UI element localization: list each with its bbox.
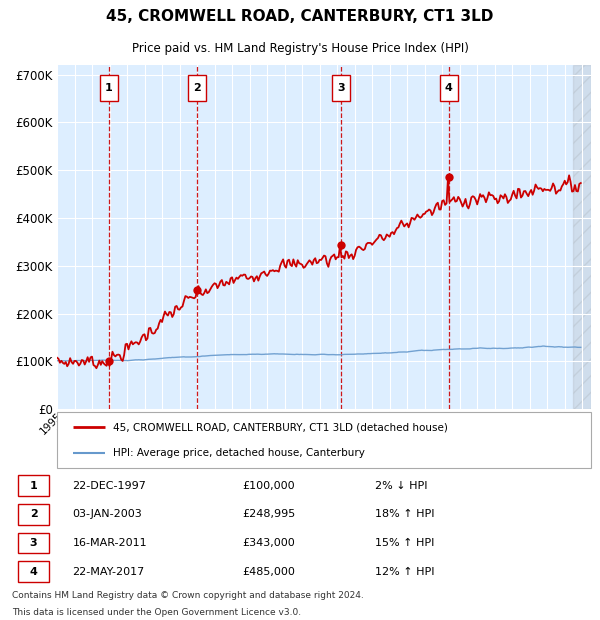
FancyBboxPatch shape [18,533,49,553]
Text: 45, CROMWELL ROAD, CANTERBURY, CT1 3LD (detached house): 45, CROMWELL ROAD, CANTERBURY, CT1 3LD (… [113,422,448,432]
Text: 15% ↑ HPI: 15% ↑ HPI [375,538,434,548]
Text: This data is licensed under the Open Government Licence v3.0.: This data is licensed under the Open Gov… [12,608,301,617]
Bar [574,65,591,409]
Text: 03-JAN-2003: 03-JAN-2003 [73,509,142,519]
FancyBboxPatch shape [57,412,591,468]
Text: 4: 4 [445,83,453,93]
FancyBboxPatch shape [332,74,350,101]
Text: 3: 3 [337,83,344,93]
Text: 2% ↓ HPI: 2% ↓ HPI [375,480,427,490]
Text: HPI: Average price, detached house, Canterbury: HPI: Average price, detached house, Cant… [113,448,365,458]
FancyBboxPatch shape [440,74,458,101]
Text: £100,000: £100,000 [242,480,295,490]
Text: 45, CROMWELL ROAD, CANTERBURY, CT1 3LD: 45, CROMWELL ROAD, CANTERBURY, CT1 3LD [106,9,494,24]
Text: £485,000: £485,000 [242,567,295,577]
FancyBboxPatch shape [188,74,206,101]
Text: 3: 3 [30,538,37,548]
Text: 1: 1 [30,480,37,490]
Text: Contains HM Land Registry data © Crown copyright and database right 2024.: Contains HM Land Registry data © Crown c… [12,591,364,600]
FancyBboxPatch shape [18,504,49,525]
Text: 1: 1 [105,83,113,93]
Text: 2: 2 [30,509,37,519]
Text: £343,000: £343,000 [242,538,295,548]
FancyBboxPatch shape [18,475,49,496]
Text: 18% ↑ HPI: 18% ↑ HPI [375,509,434,519]
Text: Price paid vs. HM Land Registry's House Price Index (HPI): Price paid vs. HM Land Registry's House … [131,42,469,55]
FancyBboxPatch shape [100,74,118,101]
Text: 2: 2 [193,83,201,93]
Text: £248,995: £248,995 [242,509,296,519]
Text: 22-MAY-2017: 22-MAY-2017 [73,567,145,577]
FancyBboxPatch shape [18,561,49,582]
Text: 22-DEC-1997: 22-DEC-1997 [73,480,146,490]
Text: 12% ↑ HPI: 12% ↑ HPI [375,567,434,577]
Text: 16-MAR-2011: 16-MAR-2011 [73,538,147,548]
Text: 4: 4 [29,567,38,577]
